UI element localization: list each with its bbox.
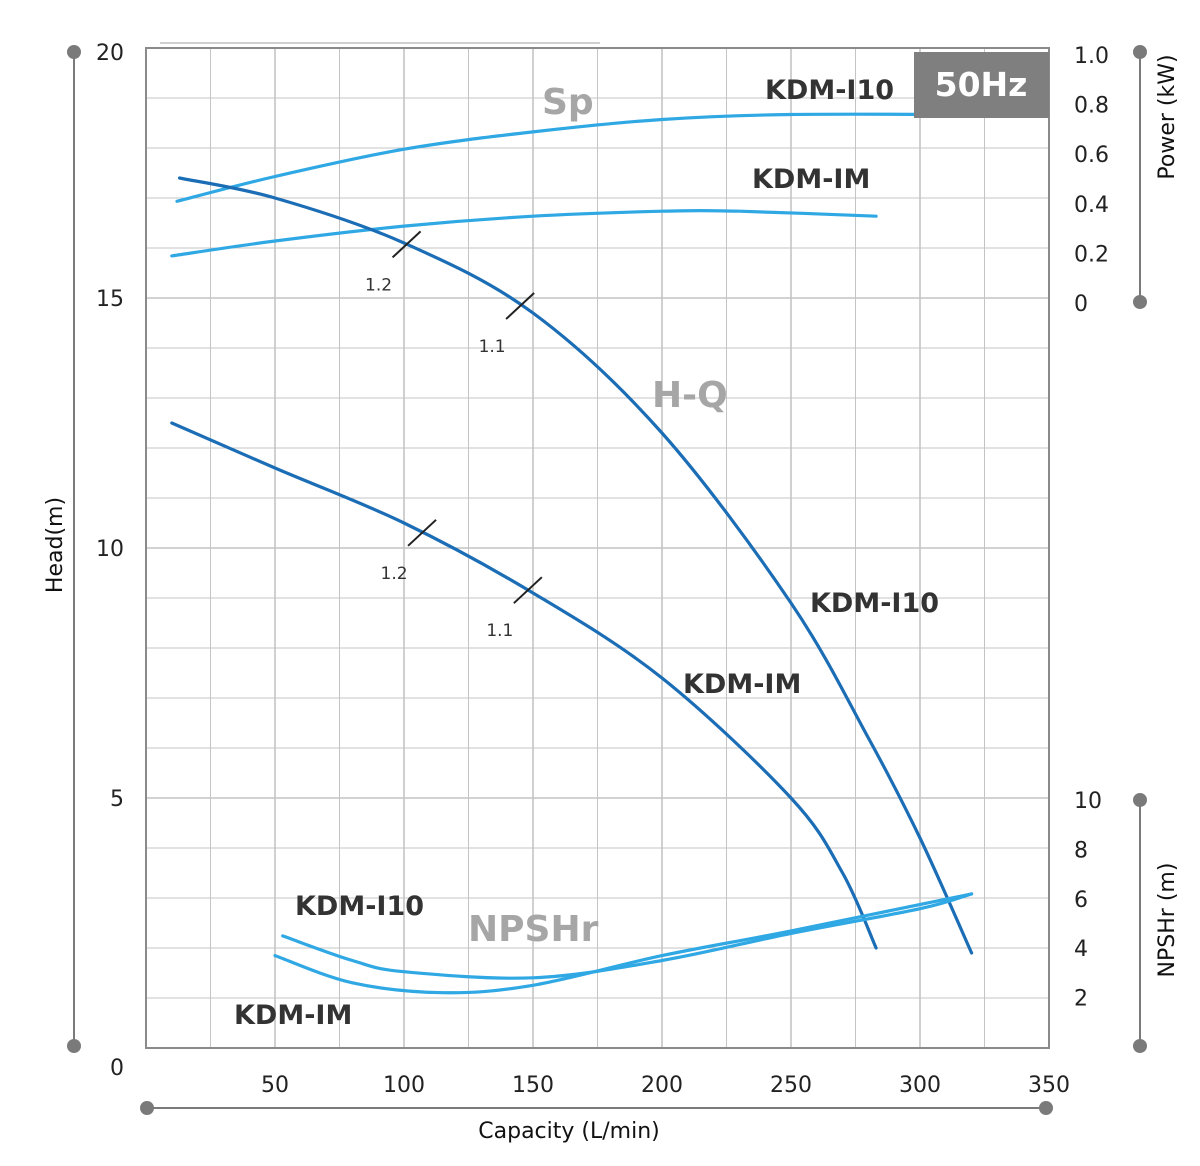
tick-labels: 50 100 150 200 250 300 3500510152000.20.40.60.… (96, 41, 1109, 1098)
head-axis-bracket-end (67, 45, 81, 59)
npshr-tick-label: 6 (1074, 888, 1088, 913)
x-tick-label: 150 (512, 1073, 554, 1098)
head-tick-label: 5 (110, 787, 124, 812)
sp-kdm-im-label: KDM-IM (752, 164, 870, 195)
x-tick-label: 300 (899, 1073, 941, 1098)
efficiency-tick (505, 292, 535, 320)
sp-curve-kdm-im (170, 209, 878, 258)
head-axis-bracket-end (67, 1039, 81, 1053)
plot-frame (145, 47, 1050, 1049)
x-tick-label: 50 (261, 1073, 289, 1098)
npshr-kdm-im-label: KDM-IM (234, 1000, 352, 1031)
x-axis-title: Capacity (L/min) (478, 1119, 659, 1144)
npshr-tick-label: 10 (1074, 789, 1102, 814)
head-axis-title: Head(m) (43, 497, 68, 593)
npshr-axis-title: NPSHr (m) (1155, 863, 1180, 978)
npshr-axis-bracket-end (1133, 1039, 1147, 1053)
group-label-npshr: NPSHr (468, 909, 599, 950)
sp-kdm-i10-label: KDM-I10 (765, 75, 894, 106)
x-tick-label: 200 (641, 1073, 683, 1098)
power-axis-bracket-end (1133, 295, 1147, 309)
efficiency-tick (391, 230, 422, 259)
power-tick-label: 0.2 (1074, 242, 1109, 267)
hq-kdm-i10-label: KDM-I10 (810, 588, 939, 619)
power-tick-label: 1.0 (1074, 44, 1109, 69)
group-label-sp: Sp (542, 82, 594, 123)
x-tick-label: 250 (770, 1073, 812, 1098)
frequency-badge: 50Hz (935, 65, 1028, 104)
power-tick-label: 0.4 (1074, 193, 1109, 218)
npshr-kdm-i10-label: KDM-I10 (295, 891, 424, 922)
efficiency-label: 1.2 (365, 275, 392, 295)
efficiency-label: 1.2 (381, 564, 408, 584)
npshr-curve-kdm-i10 (281, 892, 974, 980)
npshr-tick-label: 2 (1074, 987, 1088, 1012)
power-axis-bracket-end (1133, 45, 1147, 59)
grid (146, 48, 1049, 1048)
curves (170, 112, 974, 995)
capacity-axis-bracket-end (1039, 1101, 1053, 1115)
efficiency-label: 1.1 (479, 337, 506, 357)
npshr-curve-kdm-im (273, 892, 974, 995)
head-tick-label: 0 (110, 1056, 124, 1081)
head-tick-label: 20 (96, 41, 124, 66)
power-tick-label: 0.6 (1074, 143, 1109, 168)
power-tick-label: 0.8 (1074, 94, 1109, 119)
frequency-badge-box (914, 52, 1049, 118)
sp-curve-kdm-i10 (175, 112, 974, 203)
head-tick-label: 10 (96, 537, 124, 562)
head-tick-label: 15 (96, 287, 124, 312)
npshr-axis-bracket-end (1133, 793, 1147, 807)
efficiency-tick (407, 519, 437, 547)
efficiency-tick (513, 576, 543, 604)
axis-brackets (67, 45, 1147, 1115)
capacity-axis-bracket-end (140, 1101, 154, 1115)
hq-curve-kdm-i10 (177, 176, 974, 955)
efficiency-label: 1.1 (486, 621, 513, 641)
npshr-tick-label: 8 (1074, 838, 1088, 863)
hq-curve-kdm-im (170, 421, 878, 950)
efficiency-marks: 1.2 1.1 1.2 1.1 (365, 230, 543, 641)
npshr-tick-label: 4 (1074, 937, 1088, 962)
power-axis-title: Power (kW) (1155, 54, 1180, 179)
x-tick-label: 350 (1028, 1073, 1070, 1098)
power-tick-label: 0 (1074, 292, 1088, 317)
hq-kdm-im-label: KDM-IM (683, 669, 801, 700)
x-tick-label: 100 (383, 1073, 425, 1098)
group-label-hq: H-Q (652, 375, 728, 416)
